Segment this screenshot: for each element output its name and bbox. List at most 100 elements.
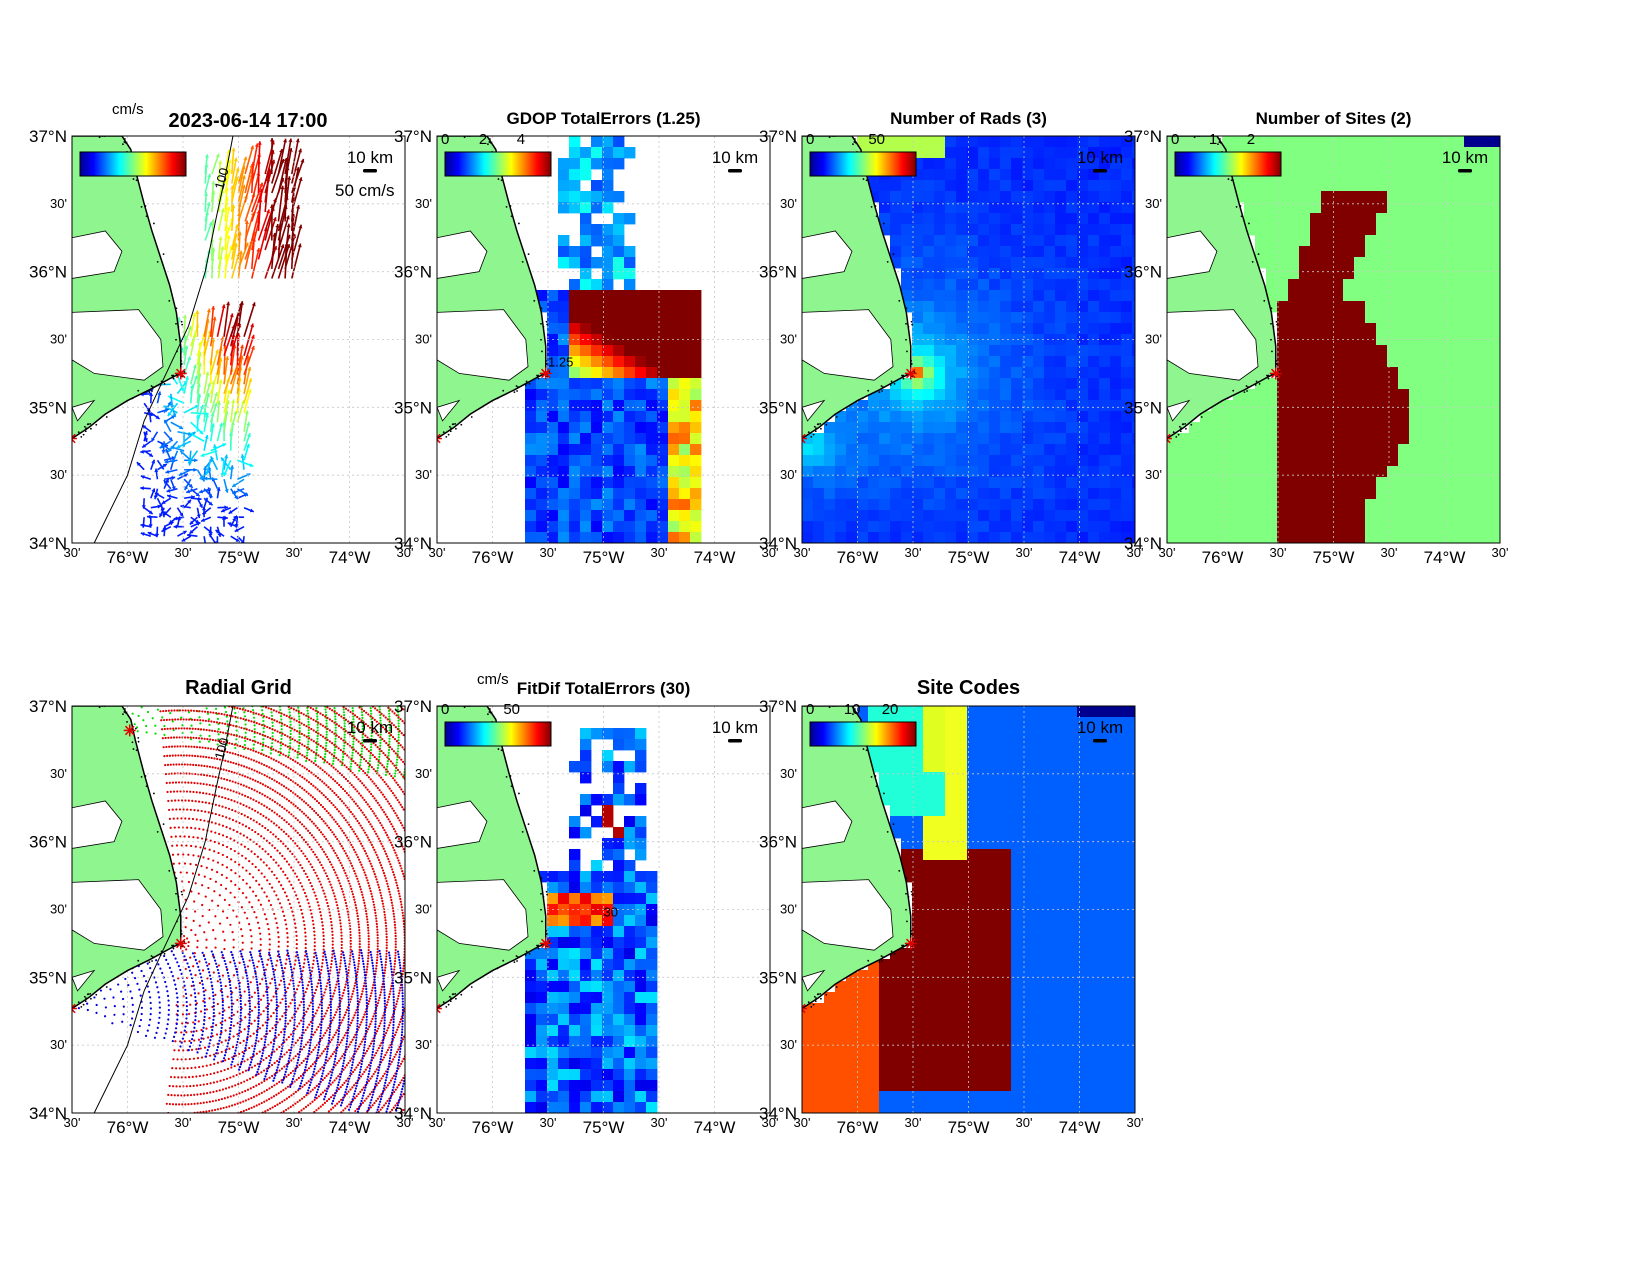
rads-lon-label: 74°W [1059, 548, 1101, 567]
gdop-shoal-dot [509, 205, 512, 207]
radial-grid-shoal-dot [85, 997, 87, 1000]
radial-grid-radial-points [77, 706, 405, 1113]
gdop-lon-label: 30' [762, 545, 779, 560]
radial-grid-shoal-dot [134, 727, 137, 730]
sites-lat-label: 35°N [1124, 398, 1162, 417]
sites-sound-1 [1167, 309, 1259, 381]
site-codes-shoal-dot [886, 830, 889, 833]
rads-lat-label: 30' [780, 196, 797, 211]
fitdif-shoal-dot [488, 711, 491, 713]
rads-lat-label: 36°N [759, 263, 797, 282]
fitdif-shoal-dot [515, 955, 518, 957]
rads-shoal-dot [867, 389, 870, 392]
radial-grid-lat-label: 36°N [29, 833, 67, 852]
rads-shoal-dot [853, 138, 856, 140]
sites-scale-bar: 10 km [1442, 148, 1488, 173]
fitdif-shoal-dot [442, 1001, 445, 1004]
radial-grid-shoal-dot [122, 713, 124, 716]
gdop-sound-0 [437, 230, 488, 279]
rads-shoal-dot [905, 338, 907, 341]
radial-grid-shoal-dot [153, 792, 155, 795]
sites-shoal-dot [1177, 433, 1180, 436]
fitdif-shoal-dot [540, 892, 542, 895]
radial-grid-shoal-dot [89, 992, 92, 995]
site-codes-shoal-dot [905, 908, 907, 911]
site-codes-shoal-dot [883, 792, 885, 795]
site-codes-shoal-dot [911, 893, 914, 896]
currents-shoal-dot [151, 390, 153, 392]
currents-shoal-dot [89, 422, 92, 425]
radial-grid-frame [71, 705, 406, 1114]
fitdif-shoal-dot [537, 947, 540, 950]
gdop-shoal-dot [497, 178, 500, 180]
currents-shoal-dot [137, 389, 140, 392]
rads-shoal-dot [905, 322, 907, 325]
site-codes-shoal-dot [814, 1000, 817, 1003]
fitdif-lon-label: 30' [540, 1115, 557, 1130]
gdop-shoal-dot [545, 359, 548, 362]
rads-scale-bar: 10 km [1077, 148, 1123, 173]
rads-frame [801, 135, 1136, 544]
site-codes-lon-label: 74°W [1059, 1118, 1101, 1137]
sites-shoal-dot [1200, 416, 1203, 418]
radial-grid-shoal-dot [98, 706, 101, 709]
radial-grid-shoal-dot [137, 959, 140, 962]
fitdif-shoal-dot [546, 893, 549, 896]
fitdif-shoal-dot [540, 877, 543, 880]
currents-shoal-dot [171, 374, 173, 377]
radial-grid-shoal-dot [124, 711, 127, 714]
rads-shoal-dot [907, 325, 910, 328]
sites-shoal-dot [1178, 425, 1181, 428]
site-codes-scale-label: 10 km [1077, 718, 1123, 737]
site-codes-shoal-dot [820, 997, 822, 1000]
sites-shoal-dot [1190, 423, 1193, 426]
fitdif-shoal-dot [487, 713, 489, 716]
rads-shoal-dot [815, 427, 817, 430]
gdop-shoal-dot [460, 423, 463, 426]
rads-lon-label: 30' [905, 545, 922, 560]
sites-shoal-dot [1278, 371, 1281, 373]
site-codes-sound-1 [802, 879, 894, 951]
currents-shoal-dot [175, 307, 178, 310]
rads-colorbar-tick: 0 [806, 131, 814, 148]
radial-grid-shoal-dot [131, 967, 134, 970]
rads-shoal-dot [807, 431, 810, 434]
gdop-shoal-dot [463, 136, 466, 139]
gdop-shoal-dot [510, 215, 513, 218]
rads-shoal-dot [835, 416, 838, 418]
gdop-scale-bar: 10 km [712, 148, 758, 173]
radial-grid-shoal-dot [77, 1001, 80, 1004]
site-codes-shoal-dot [913, 941, 916, 943]
rads-shoal-dot [854, 141, 857, 144]
site-codes-shoal-dot [901, 944, 903, 947]
fitdif-lat-label: 37°N [394, 697, 432, 716]
fitdif-shoal-dot [524, 954, 527, 956]
currents-shoal-dot [162, 253, 165, 256]
sites-shoal-dot [1218, 141, 1221, 143]
sites-lon-label: 76°W [1202, 548, 1244, 567]
currents-shoal-dot [85, 427, 87, 430]
gdop-shoal-dot [489, 141, 492, 144]
fitdif-shoal-dot [445, 1005, 448, 1008]
radial-grid-shoal-dot [123, 711, 126, 713]
currents-shoal-dot [105, 416, 108, 418]
fitdif-shoal-dot [505, 775, 508, 778]
gdop-shoal-dot [542, 325, 545, 328]
sites-lon-label: 75°W [1313, 548, 1355, 567]
radial-grid-lat-label: 30' [50, 1037, 67, 1052]
currents-isobath-label: 100 [212, 166, 232, 191]
radial-grid-coastline [72, 706, 182, 1010]
fitdif-lat-label: 35°N [394, 968, 432, 987]
gdop-shoal-dot [488, 141, 491, 143]
site-codes-shoal-dot [825, 993, 828, 996]
rads-lat-label: 35°N [759, 398, 797, 417]
rads-shoal-dot [911, 323, 914, 326]
radial-grid-shoal-dot [82, 1003, 85, 1006]
rads-shoal-dot [820, 427, 822, 430]
fitdif-sound-0 [437, 800, 488, 849]
sites-shoal-dot [1275, 320, 1278, 323]
site-codes-shoal-dot [902, 947, 905, 950]
gdop-shoal-dot [455, 427, 457, 430]
fitdif-shoal-dot [450, 997, 452, 1000]
sites-lat-label: 36°N [1124, 263, 1162, 282]
